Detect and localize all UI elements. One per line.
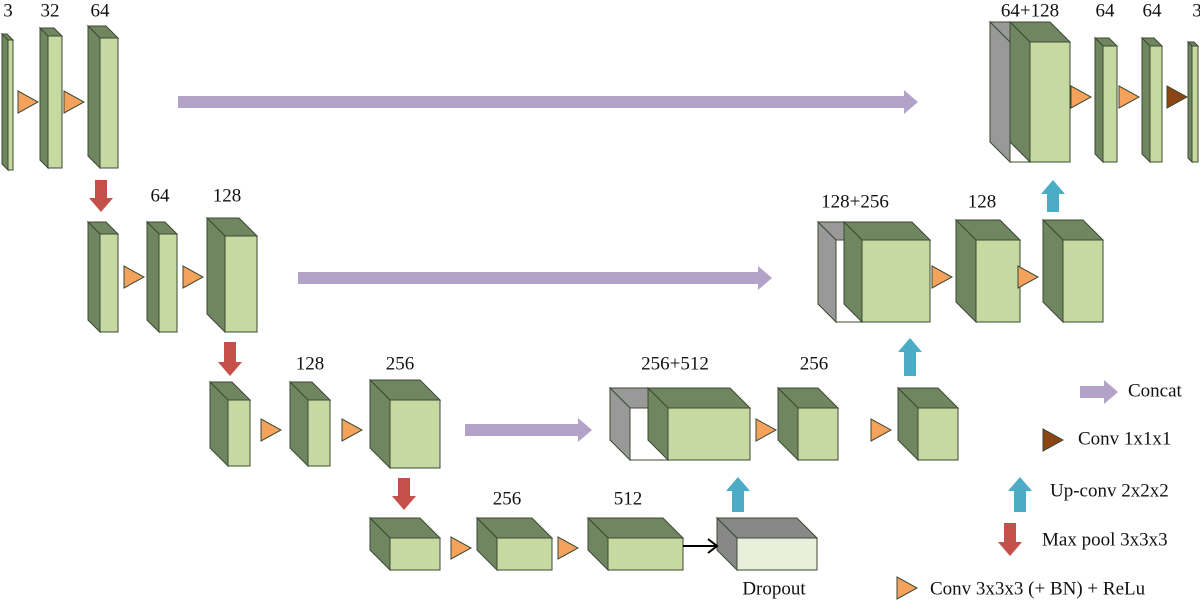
- conv-arrow: [755, 418, 778, 442]
- concat-arrow: [298, 266, 772, 290]
- conv-arrow: [341, 418, 364, 442]
- block-front: [1062, 239, 1104, 323]
- block-front: [607, 537, 684, 571]
- conv-arrow: [260, 418, 283, 442]
- block-side: [1141, 36, 1151, 164]
- block-front: [47, 35, 63, 169]
- block-front: [736, 537, 818, 571]
- conv-arrow: [557, 536, 580, 560]
- conv-arrow: [1070, 85, 1093, 109]
- legend-label: Up-conv 2x2x2: [1050, 480, 1169, 501]
- maxpool-arrow: [218, 342, 242, 376]
- maxpool-arrow: [998, 523, 1022, 556]
- block-side: [1009, 20, 1031, 164]
- block-side: [817, 220, 837, 324]
- concat-arrow: [465, 418, 592, 442]
- conv-arrow: [450, 536, 473, 560]
- block-front: [667, 407, 751, 461]
- block-front: [496, 537, 553, 571]
- conv-arrow: [63, 90, 86, 114]
- channel-label: 256+512: [641, 353, 709, 374]
- block-front: [307, 399, 331, 467]
- concat-arrow: [1080, 380, 1118, 404]
- block-front: [389, 537, 441, 571]
- block-side: [1, 32, 9, 172]
- legend-label: Conv 3x3x3 (+ BN) + ReLu: [930, 578, 1146, 599]
- conv-arrow: [931, 265, 954, 289]
- block-side: [87, 220, 101, 334]
- channel-label: 128: [213, 185, 242, 206]
- maxpool-arrow: [392, 478, 416, 510]
- legend-label: Max pool 3x3x3: [1042, 529, 1168, 550]
- channel-label: 256: [493, 488, 522, 509]
- conv-arrow: [1118, 85, 1141, 109]
- channel-label: Dropout: [742, 578, 806, 599]
- channel-label: 3: [3, 0, 13, 21]
- conv-arrow: [1166, 85, 1189, 109]
- upconv-arrow: [1008, 477, 1032, 512]
- dropout-arrow-head: [707, 538, 719, 554]
- conv-arrow: [896, 576, 919, 600]
- block-front: [1149, 45, 1163, 163]
- block-front: [1191, 45, 1199, 163]
- block-front: [224, 235, 258, 333]
- block-front: [861, 239, 931, 323]
- upconv-arrow: [726, 477, 750, 512]
- block-front: [227, 399, 251, 467]
- block-side: [206, 216, 226, 334]
- block-front: [1029, 41, 1071, 163]
- channel-label: 64: [1143, 0, 1163, 21]
- block-side: [1187, 40, 1193, 164]
- conv-arrow: [17, 90, 40, 114]
- block-side: [39, 26, 49, 170]
- conv-arrow: [182, 265, 205, 289]
- channel-label: 64: [1096, 0, 1116, 21]
- block-front: [99, 37, 119, 169]
- block-front: [389, 399, 441, 469]
- block-front: [917, 407, 959, 461]
- maxpool-arrow: [89, 180, 113, 212]
- channel-label: 256: [800, 353, 829, 374]
- block-front: [1102, 45, 1118, 163]
- conv-arrow: [870, 418, 893, 442]
- upconv-arrow: [1041, 180, 1065, 212]
- channel-label: 3: [1192, 0, 1200, 21]
- block-front: [158, 233, 178, 333]
- block-front: [99, 233, 119, 333]
- channel-label: 64+128: [1001, 0, 1059, 21]
- channel-label: 512: [614, 488, 643, 509]
- channel-label: 128+256: [821, 191, 889, 212]
- block-side: [989, 20, 1011, 164]
- legend-label: Concat: [1128, 380, 1183, 401]
- channel-label: 128: [968, 191, 997, 212]
- block-side: [146, 220, 160, 334]
- block-front: [975, 239, 1021, 323]
- channel-label: 128: [296, 353, 325, 374]
- block-side: [87, 24, 101, 170]
- block-front: [7, 39, 14, 171]
- channel-label: 32: [41, 0, 60, 21]
- channel-label: 256: [386, 353, 415, 374]
- conv-arrow: [123, 265, 146, 289]
- conv-arrow: [1042, 428, 1065, 452]
- channel-label: 64: [151, 185, 171, 206]
- conv-arrow: [1017, 265, 1040, 289]
- block-side: [1094, 36, 1104, 164]
- block-side: [843, 220, 863, 324]
- upconv-arrow: [898, 338, 922, 376]
- block-front: [797, 407, 839, 461]
- concat-arrow: [178, 90, 918, 114]
- legend-label: Conv 1x1x1: [1078, 428, 1171, 449]
- channel-label: 64: [91, 0, 111, 21]
